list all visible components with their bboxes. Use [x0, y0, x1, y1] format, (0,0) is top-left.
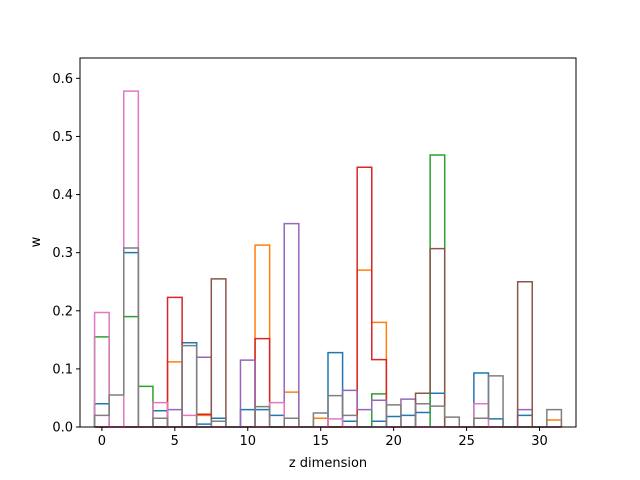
y-tick-label: 0.3	[52, 246, 73, 261]
x-tick-label: 5	[171, 434, 179, 449]
y-tick-label: 0.4	[52, 188, 73, 203]
y-tick-label: 0.0	[52, 421, 73, 436]
x-tick-label: 10	[239, 434, 256, 449]
y-tick-label: 0.6	[52, 72, 73, 87]
x-tick-label: 20	[385, 434, 402, 449]
series-line-8	[93, 247, 563, 428]
x-tick-label: 25	[458, 434, 475, 449]
x-tick-label: 30	[531, 434, 548, 449]
plot-area-frame	[79, 57, 577, 428]
x-tick-label: 15	[312, 434, 329, 449]
x-tick-label: 0	[98, 434, 106, 449]
x-axis-ticks: 0 5 10 15 20 25 30	[98, 427, 548, 449]
y-axis-label: w	[29, 236, 44, 247]
y-tick-label: 0.2	[52, 304, 73, 319]
y-tick-label: 0.1	[52, 362, 73, 377]
y-axis-ticks: 0.0 0.1 0.2 0.3 0.4 0.5 0.6	[52, 72, 80, 436]
y-tick-label: 0.5	[52, 130, 73, 145]
x-axis-label: z dimension	[289, 456, 367, 471]
